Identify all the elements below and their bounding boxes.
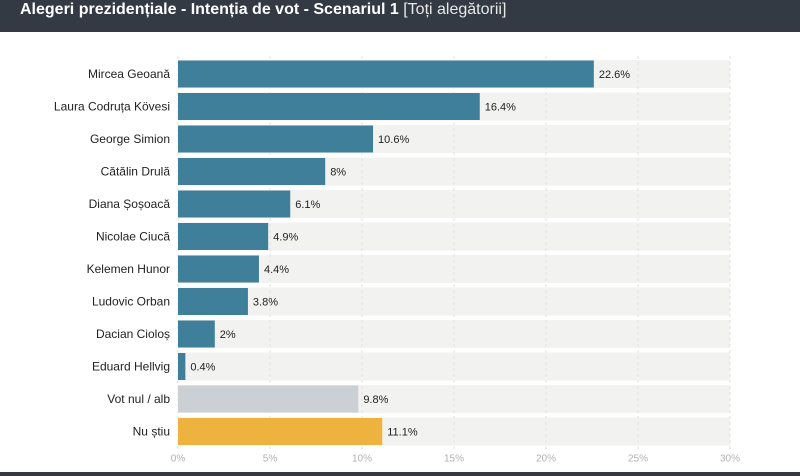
- category-label: Cătălin Drulă: [101, 165, 171, 179]
- value-label: 10.6%: [378, 134, 409, 146]
- category-label: Nu știu: [133, 425, 170, 439]
- category-label: Kelemen Hunor: [87, 262, 170, 276]
- value-label: 4.4%: [264, 264, 289, 276]
- bar: [178, 60, 594, 88]
- category-label: Vot nul / alb: [107, 392, 170, 406]
- value-label: 16.4%: [485, 102, 516, 114]
- bar: [178, 288, 248, 315]
- value-label: 6.1%: [295, 199, 320, 211]
- category-label: Diana Șoșoacă: [89, 197, 171, 211]
- category-label: Eduard Hellvig: [92, 360, 170, 374]
- bar: [178, 125, 374, 153]
- bar: [178, 255, 259, 283]
- bar: [178, 223, 269, 250]
- value-label: 8%: [330, 167, 346, 179]
- value-label: 0.4%: [190, 362, 215, 374]
- x-tick-label: 5%: [263, 454, 278, 465]
- category-label: George Simion: [90, 132, 170, 146]
- x-tick-label: 20%: [536, 454, 556, 465]
- bar: [178, 93, 480, 120]
- chart-header: Alegeri prezidențiale - Intenția de vot …: [0, 0, 800, 32]
- chart-title: Alegeri prezidențiale - Intenția de vot …: [20, 1, 399, 18]
- category-label: Mircea Geoană: [88, 67, 170, 81]
- footer-bar: [0, 472, 800, 476]
- x-tick-label: 0%: [171, 454, 186, 465]
- x-tick-label: 15%: [444, 454, 464, 465]
- value-label: 4.9%: [273, 232, 298, 244]
- x-tick-label: 25%: [628, 454, 648, 465]
- chart-subtitle: [Toți alegătorii]: [403, 1, 507, 18]
- bar-chart: Mircea Geoană 22.6% Laura Codruța Kövesi 16…: [54, 56, 740, 465]
- bar: [178, 353, 186, 380]
- bar: [178, 385, 359, 413]
- bar: [178, 158, 326, 185]
- x-tick-label: 30%: [720, 454, 740, 465]
- category-label: Laura Codruța Kövesi: [54, 100, 170, 114]
- bar: [178, 190, 291, 218]
- value-label: 22.6%: [599, 69, 630, 81]
- x-tick-label: 10%: [352, 454, 372, 465]
- category-label: Nicolae Ciucă: [96, 230, 170, 244]
- value-label: 3.8%: [253, 297, 278, 309]
- value-label: 2%: [220, 329, 236, 341]
- value-label: 11.1%: [387, 427, 418, 439]
- value-label: 9.8%: [363, 394, 388, 406]
- category-label: Ludovic Orban: [92, 295, 170, 309]
- bar: [178, 320, 215, 348]
- bar: [178, 418, 383, 445]
- category-label: Dacian Cioloș: [96, 327, 170, 341]
